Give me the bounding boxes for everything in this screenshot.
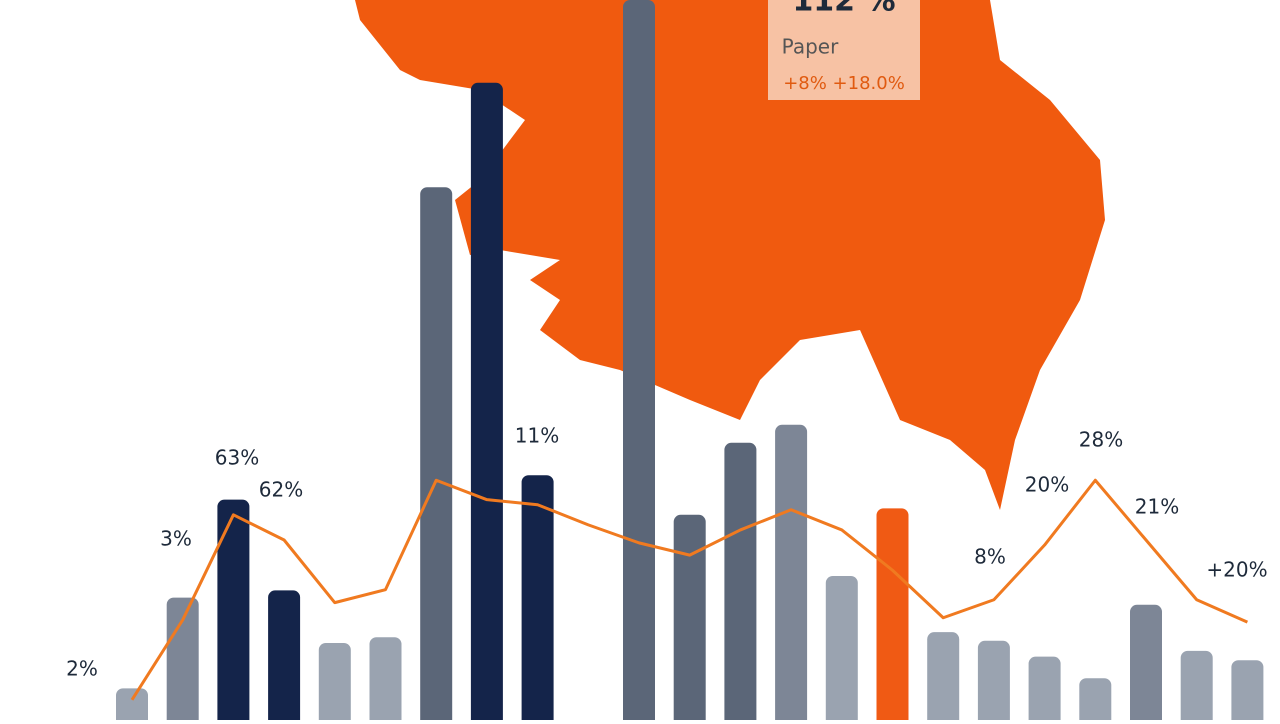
annotation: 21% <box>1135 495 1179 519</box>
map-shape <box>355 0 1105 510</box>
annotation: 63% <box>215 446 259 470</box>
bar <box>927 632 960 724</box>
bar <box>217 499 250 724</box>
annotation: 62% <box>259 478 303 502</box>
bar <box>673 514 706 724</box>
bar <box>724 442 757 724</box>
bar <box>268 590 301 724</box>
annotation: 3% <box>160 527 192 551</box>
bar <box>420 187 453 724</box>
bar <box>623 0 655 724</box>
bar <box>166 597 199 724</box>
annotation: 11% <box>515 424 559 448</box>
bar <box>1028 656 1061 724</box>
bar <box>876 508 909 724</box>
annotation: 20% <box>1025 473 1069 497</box>
line <box>130 478 1249 701</box>
bar <box>470 82 503 724</box>
callout-title: 112 % <box>792 0 895 19</box>
bar <box>116 688 148 724</box>
callout-subtitle: Paper <box>782 35 839 59</box>
bar <box>369 637 402 724</box>
bar <box>521 475 554 724</box>
bar <box>1130 604 1162 724</box>
callout-box <box>768 0 920 100</box>
annotation: 28% <box>1079 428 1123 452</box>
annotation: 8% <box>974 545 1006 569</box>
bar <box>1079 678 1112 724</box>
bar <box>318 642 351 724</box>
bar <box>825 576 858 724</box>
callout-note: +8% +18.0% <box>783 73 905 94</box>
bar <box>1180 650 1213 724</box>
annotation: +20% <box>1206 558 1267 582</box>
bar <box>977 640 1010 724</box>
bar <box>775 424 808 724</box>
annotation: 2% <box>66 657 98 681</box>
bar <box>1231 660 1264 724</box>
